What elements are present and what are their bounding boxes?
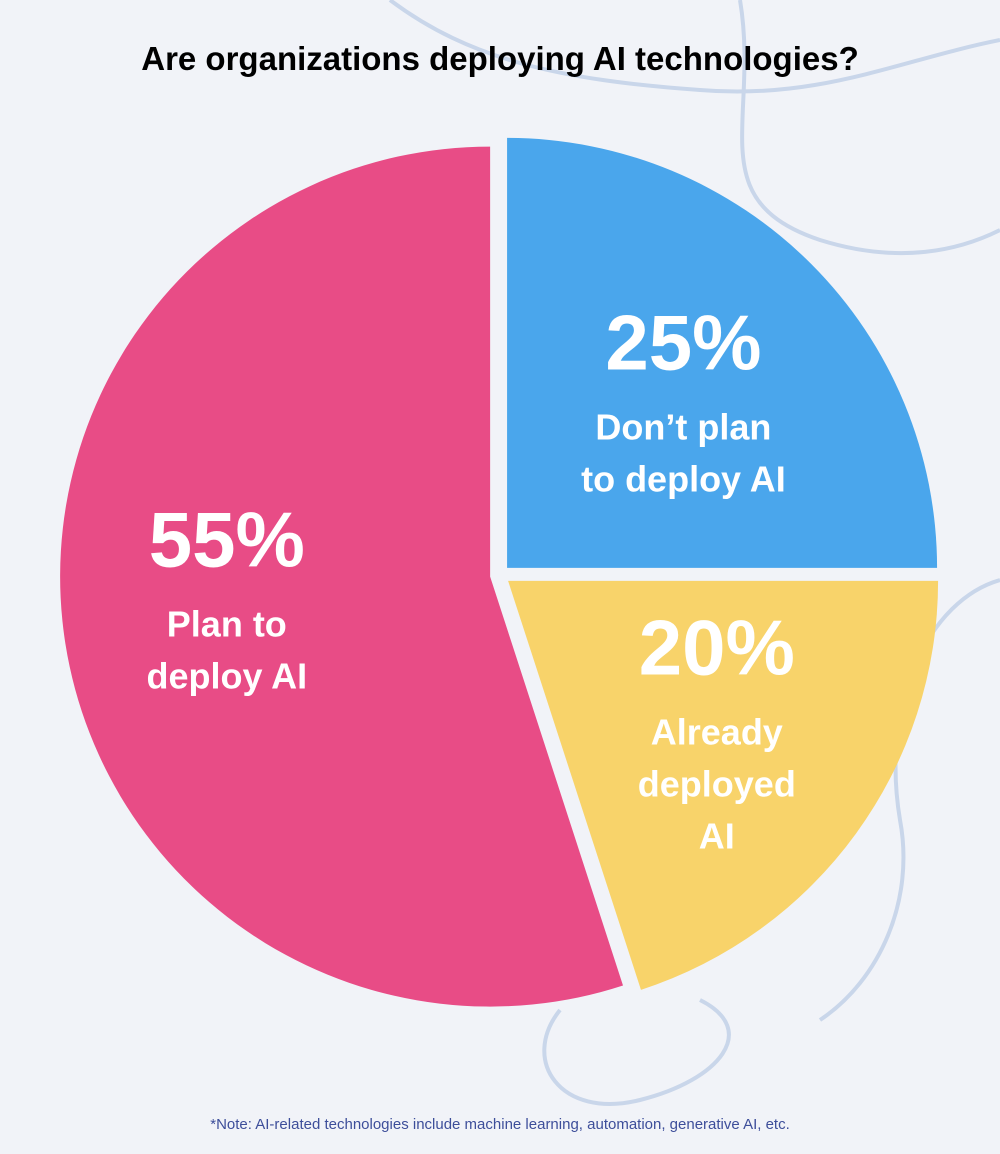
pie-slice-group-1: 25% Don’t plan to deploy AI bbox=[507, 137, 938, 568]
decor-curve-bottom bbox=[542, 998, 731, 1106]
slice-percent-label: 55% bbox=[149, 495, 305, 583]
slice-category-label: Already bbox=[651, 712, 783, 753]
slice-category-label: Don’t plan bbox=[595, 407, 771, 448]
slice-percent-label: 20% bbox=[639, 604, 795, 692]
pie-slice bbox=[60, 146, 624, 1007]
decor-curve-top bbox=[388, 0, 1000, 94]
slice-category-label: deploy AI bbox=[146, 655, 307, 696]
footnote: *Note: AI-related technologies include m… bbox=[210, 1116, 790, 1133]
decor-curve-right bbox=[738, 0, 1000, 256]
slice-category-label: to deploy AI bbox=[581, 459, 786, 500]
slice-percent-label: 25% bbox=[605, 299, 761, 387]
pie-slice-group-0: 55% Plan to deploy AI bbox=[60, 146, 624, 1007]
chart-title: Are organizations deploying AI technolog… bbox=[141, 40, 859, 77]
slice-category-label: Plan to bbox=[167, 603, 287, 644]
pie-slice bbox=[507, 137, 938, 568]
decor-curve-right-low bbox=[818, 578, 1000, 1022]
pie-slice bbox=[508, 580, 939, 990]
pie-slice-group-2: 20% Already deployed AI bbox=[508, 580, 939, 990]
slice-category-label: AI bbox=[699, 816, 735, 857]
slice-category-label: deployed bbox=[638, 764, 796, 805]
